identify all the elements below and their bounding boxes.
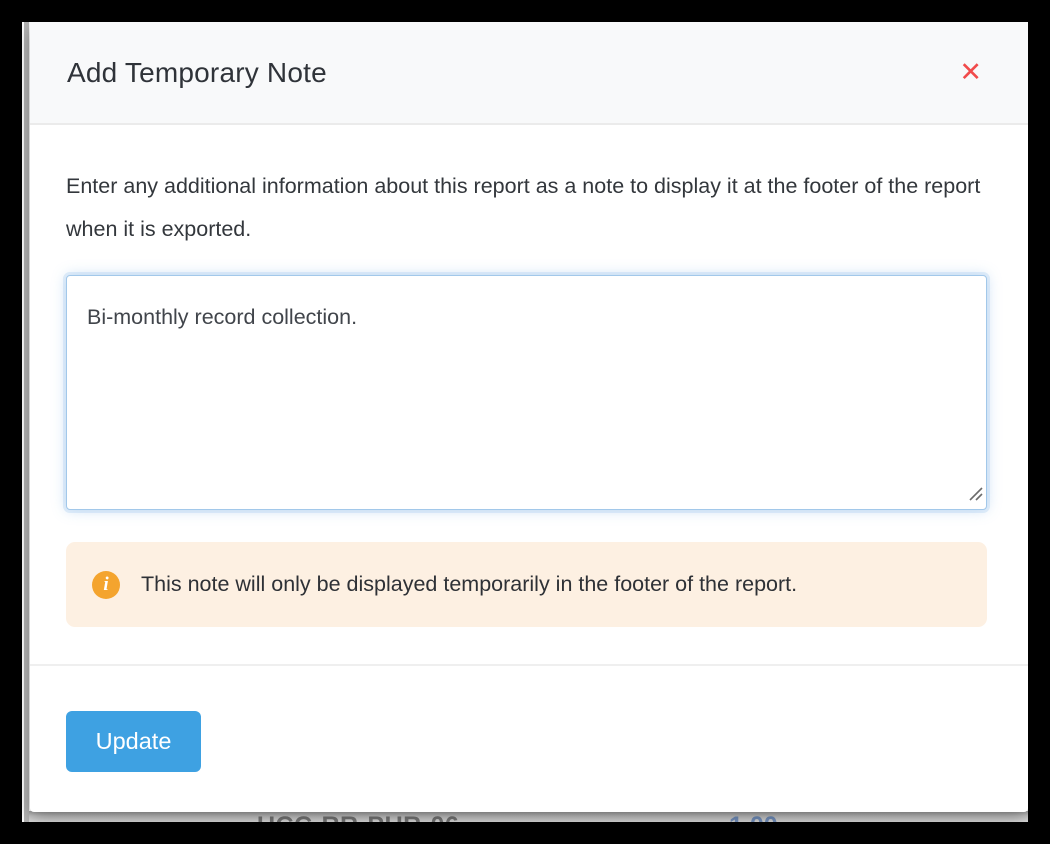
close-icon[interactable]: ✕ bbox=[959, 57, 982, 87]
background-item-code: UCC-RR-PUR-06 bbox=[257, 812, 459, 822]
note-input[interactable]: Bi-monthly record collection. bbox=[66, 275, 987, 510]
background-table-row: UCC-RR-PUR-06 1.00 bbox=[29, 811, 1028, 822]
info-banner-text: This note will only be displayed tempora… bbox=[141, 572, 798, 596]
modal-description: Enter any additional information about t… bbox=[66, 174, 981, 241]
note-field-wrapper: Bi-monthly record collection. bbox=[66, 275, 992, 510]
update-button[interactable]: Update bbox=[66, 711, 201, 772]
info-banner: i This note will only be displayed tempo… bbox=[66, 542, 987, 627]
modal-footer: Update bbox=[30, 664, 1028, 814]
info-icon: i bbox=[92, 570, 120, 599]
background-item-value: 1.00 bbox=[729, 812, 778, 822]
add-temporary-note-modal: Add Temporary Note ✕ Enter any additiona… bbox=[30, 22, 1028, 812]
modal-body: Enter any additional information about t… bbox=[30, 125, 1028, 664]
page-scrollbar[interactable] bbox=[24, 22, 29, 822]
modal-header: Add Temporary Note ✕ bbox=[30, 22, 1028, 125]
modal-title: Add Temporary Note bbox=[67, 56, 327, 88]
